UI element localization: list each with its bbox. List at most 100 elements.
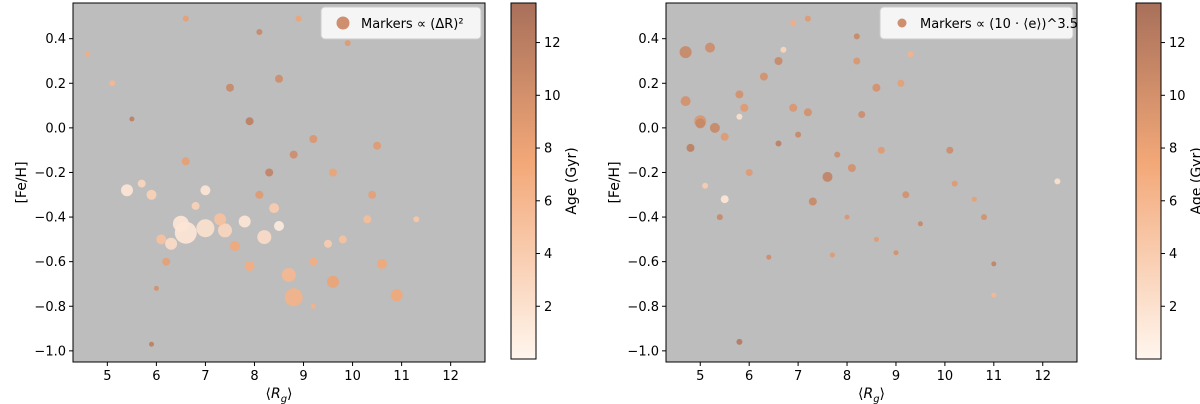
colorbar-tick-label: 6 bbox=[1169, 194, 1177, 209]
data-point bbox=[951, 180, 958, 187]
data-point bbox=[902, 191, 910, 199]
x-tick-label: 8 bbox=[250, 369, 258, 384]
data-point bbox=[363, 215, 372, 224]
x-tick-label: 6 bbox=[745, 369, 753, 384]
x-tick-label: 12 bbox=[442, 369, 459, 384]
data-point bbox=[373, 141, 382, 150]
data-point bbox=[310, 303, 316, 309]
y-tick-label: −0.8 bbox=[34, 300, 66, 315]
data-point bbox=[121, 184, 133, 197]
y-tick-label: −0.4 bbox=[627, 211, 659, 226]
data-point bbox=[971, 196, 977, 202]
x-tick-label: 9 bbox=[892, 369, 900, 384]
colorbar-tick-label: 12 bbox=[544, 36, 561, 51]
data-point bbox=[766, 254, 772, 260]
colorbar-tick-label: 10 bbox=[544, 89, 561, 104]
x-axis-label-close: ⟩ bbox=[287, 386, 292, 402]
data-point bbox=[377, 258, 387, 269]
y-tick-label: −0.4 bbox=[34, 211, 66, 226]
data-point bbox=[238, 215, 251, 228]
data-point bbox=[390, 289, 403, 302]
x-axis-label-var: R bbox=[863, 386, 873, 402]
data-point bbox=[162, 257, 171, 266]
x-tick-label: 12 bbox=[1034, 369, 1051, 384]
data-point bbox=[808, 197, 817, 206]
x-tick-label: 7 bbox=[201, 369, 209, 384]
data-point bbox=[295, 15, 302, 22]
data-point bbox=[991, 292, 997, 298]
data-point bbox=[269, 203, 280, 214]
y-tick-label: 0.0 bbox=[638, 121, 659, 136]
data-point bbox=[257, 230, 272, 245]
y-tick-label: −0.6 bbox=[627, 255, 659, 270]
data-point bbox=[309, 257, 318, 266]
data-point bbox=[716, 214, 723, 221]
x-axis-label-sub: g bbox=[281, 394, 287, 404]
x-axis-label-open: ⟨ bbox=[265, 386, 270, 402]
data-point bbox=[679, 46, 692, 59]
data-point bbox=[804, 15, 811, 22]
data-point bbox=[109, 80, 116, 87]
data-point bbox=[745, 169, 753, 176]
x-tick-label: 5 bbox=[696, 369, 704, 384]
scatter-panel-2: 5 6 7 8 9 10 11 12 0.4 0.2 0.0 −0.2 −0.4 −0.6 −0.8 −1.0… bbox=[607, 2, 1200, 404]
data-point bbox=[172, 215, 189, 232]
data-point bbox=[284, 288, 303, 307]
data-point bbox=[329, 168, 337, 177]
data-point bbox=[822, 171, 833, 182]
data-point bbox=[709, 122, 720, 133]
data-point bbox=[946, 146, 954, 154]
data-point bbox=[368, 190, 377, 199]
data-point bbox=[680, 96, 691, 107]
data-point bbox=[196, 219, 215, 238]
data-point bbox=[265, 168, 274, 177]
colorbar-label: Age (Gyr) bbox=[564, 147, 580, 214]
x-tick-label: 10 bbox=[937, 369, 954, 384]
data-point bbox=[686, 143, 695, 152]
x-axis-label-open: ⟨ bbox=[858, 386, 863, 402]
data-point bbox=[736, 338, 743, 345]
y-tick-label: 0.0 bbox=[45, 121, 66, 136]
data-point bbox=[759, 72, 768, 81]
y-tick-label: −0.2 bbox=[34, 166, 66, 181]
legend-label: Markers ∝ (ΔR)² bbox=[361, 17, 464, 32]
data-point bbox=[991, 261, 997, 267]
colorbar-tick-label: 6 bbox=[544, 194, 552, 209]
data-point bbox=[129, 116, 135, 122]
data-point bbox=[981, 214, 987, 221]
data-point bbox=[137, 179, 146, 188]
data-point bbox=[165, 237, 178, 250]
colorbar-tick-label: 4 bbox=[544, 247, 552, 262]
data-point bbox=[720, 132, 729, 141]
x-axis-label: ⟨Rg⟩ bbox=[858, 386, 885, 404]
scatter-panel-1: 5 6 7 8 9 10 11 12 0.4 0.2 0.0 −0.2 −0.4 −0.6 −0.8 −1.0… bbox=[14, 2, 580, 404]
data-point bbox=[229, 241, 240, 251]
colorbar-tick-label: 10 bbox=[1169, 89, 1186, 104]
y-tick-label: −1.0 bbox=[34, 344, 66, 359]
colorbar-tick-label: 2 bbox=[544, 300, 552, 315]
y-tick-label: −0.2 bbox=[627, 166, 659, 181]
legend-box bbox=[879, 6, 1074, 40]
plot-frame bbox=[72, 2, 486, 363]
y-tick-label: 0.2 bbox=[638, 77, 659, 92]
data-point bbox=[893, 250, 899, 256]
data-points bbox=[85, 15, 420, 347]
data-point bbox=[834, 151, 841, 158]
x-axis-label-close: ⟩ bbox=[880, 386, 885, 402]
data-point bbox=[775, 140, 782, 147]
data-point bbox=[191, 201, 200, 210]
plot-area bbox=[666, 3, 1077, 362]
y-axis-label: [Fe/H] bbox=[14, 161, 30, 203]
data-point bbox=[226, 83, 234, 92]
data-point bbox=[214, 213, 227, 226]
data-point bbox=[156, 234, 167, 245]
data-point bbox=[795, 131, 802, 138]
data-point bbox=[853, 57, 861, 65]
y-tick-label: 0.4 bbox=[638, 32, 659, 47]
colorbar-tick-label: 12 bbox=[1169, 36, 1186, 51]
data-point bbox=[153, 285, 159, 291]
data-point bbox=[917, 221, 923, 227]
data-point bbox=[255, 190, 264, 199]
data-points bbox=[679, 15, 1061, 345]
data-point bbox=[181, 157, 190, 166]
